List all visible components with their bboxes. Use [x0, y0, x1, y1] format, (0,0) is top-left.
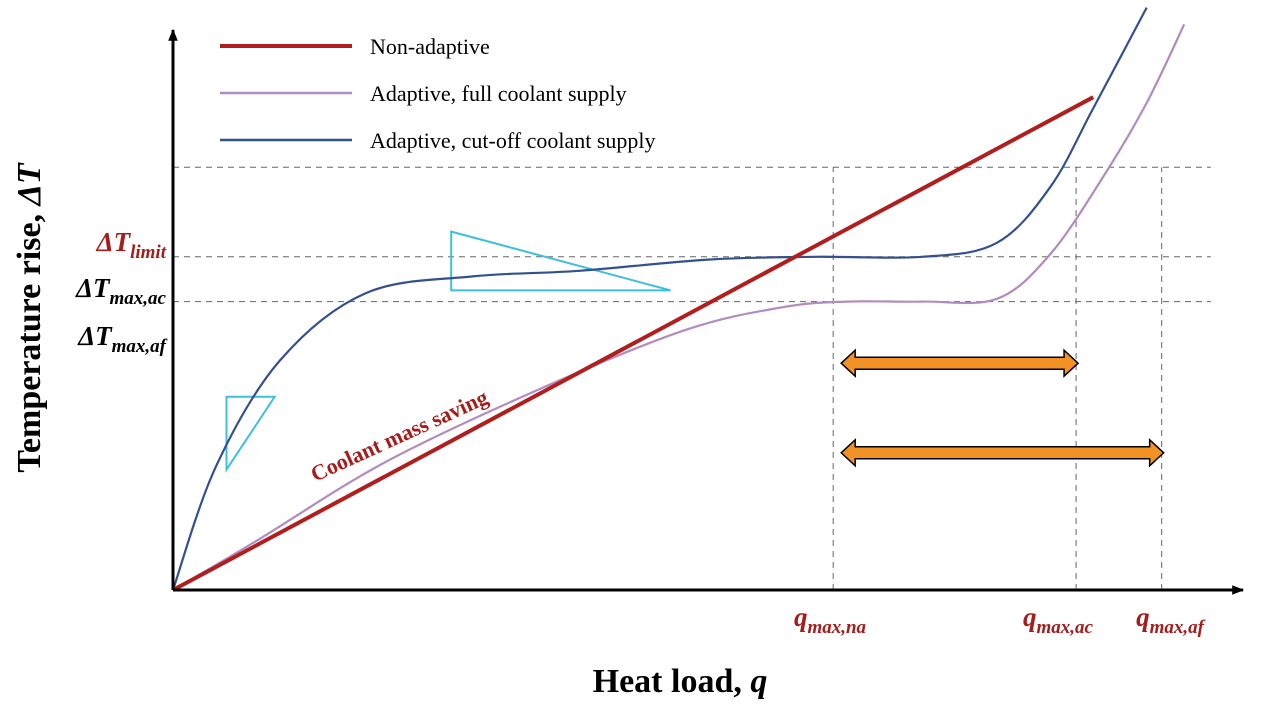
label-dt-limit: ΔTlimit	[96, 227, 167, 263]
label-q-max-na-sub: max,na	[807, 617, 866, 638]
series-line-adaptive-cutoff	[171, 7, 1148, 591]
label-dt-max-ac: ΔTmax,ac	[75, 273, 166, 309]
label-dt-max-af-main: ΔT	[77, 321, 113, 351]
y-axis-title: Temperature rise, ΔT	[11, 162, 48, 473]
series-line-adaptive-full	[172, 23, 1186, 591]
x-reference-labels: qmax,na qmax,ac qmax,af	[794, 602, 1206, 638]
x-axis-title-main: Heat load,	[593, 663, 751, 700]
label-dt-max-af: ΔTmax,af	[77, 321, 167, 357]
label-q-max-na-main: q	[794, 602, 808, 632]
legend: Non-adaptive Adaptive, full coolant supp…	[220, 34, 656, 153]
reference-lines	[173, 166, 1211, 590]
y-axis-title-main: Temperature rise,	[11, 205, 48, 472]
x-axis-title-symbol: q	[750, 663, 767, 700]
slope-triangles	[225, 230, 671, 473]
legend-label-adaptive-cutoff: Adaptive, cut-off coolant supply	[370, 128, 656, 153]
label-q-max-af-sub: max,af	[1150, 617, 1206, 638]
series-line-non-adaptive	[172, 95, 1095, 592]
y-reference-labels: ΔTlimit ΔTmax,ac ΔTmax,af	[75, 227, 168, 357]
slope-triangle-lower	[225, 395, 277, 473]
label-dt-limit-main: ΔT	[96, 227, 132, 257]
label-q-max-na: qmax,na	[794, 602, 867, 638]
label-dt-max-af-sub: max,af	[112, 336, 168, 357]
legend-label-non-adaptive: Non-adaptive	[370, 34, 490, 59]
double-arrows	[840, 348, 1165, 468]
label-dt-max-ac-sub: max,ac	[110, 288, 167, 309]
label-q-max-ac-sub: max,ac	[1037, 617, 1094, 638]
axes	[168, 28, 1245, 595]
x-axis-title: Heat load, q	[593, 663, 768, 700]
slope-triangle-upper	[450, 230, 671, 292]
double-arrow-na-to-ac	[840, 348, 1080, 378]
label-q-max-af: qmax,af	[1136, 602, 1206, 638]
label-dt-max-ac-main: ΔT	[75, 273, 111, 303]
label-q-max-ac: qmax,ac	[1023, 602, 1094, 638]
y-axis-title-symbol: ΔT	[11, 162, 48, 207]
legend-label-adaptive-full: Adaptive, full coolant supply	[370, 81, 627, 106]
label-q-max-af-main: q	[1136, 602, 1150, 632]
label-dt-limit-sub: limit	[130, 242, 167, 263]
label-q-max-ac-main: q	[1023, 602, 1037, 632]
double-arrow-na-to-af	[840, 438, 1165, 468]
series-group	[171, 7, 1186, 592]
